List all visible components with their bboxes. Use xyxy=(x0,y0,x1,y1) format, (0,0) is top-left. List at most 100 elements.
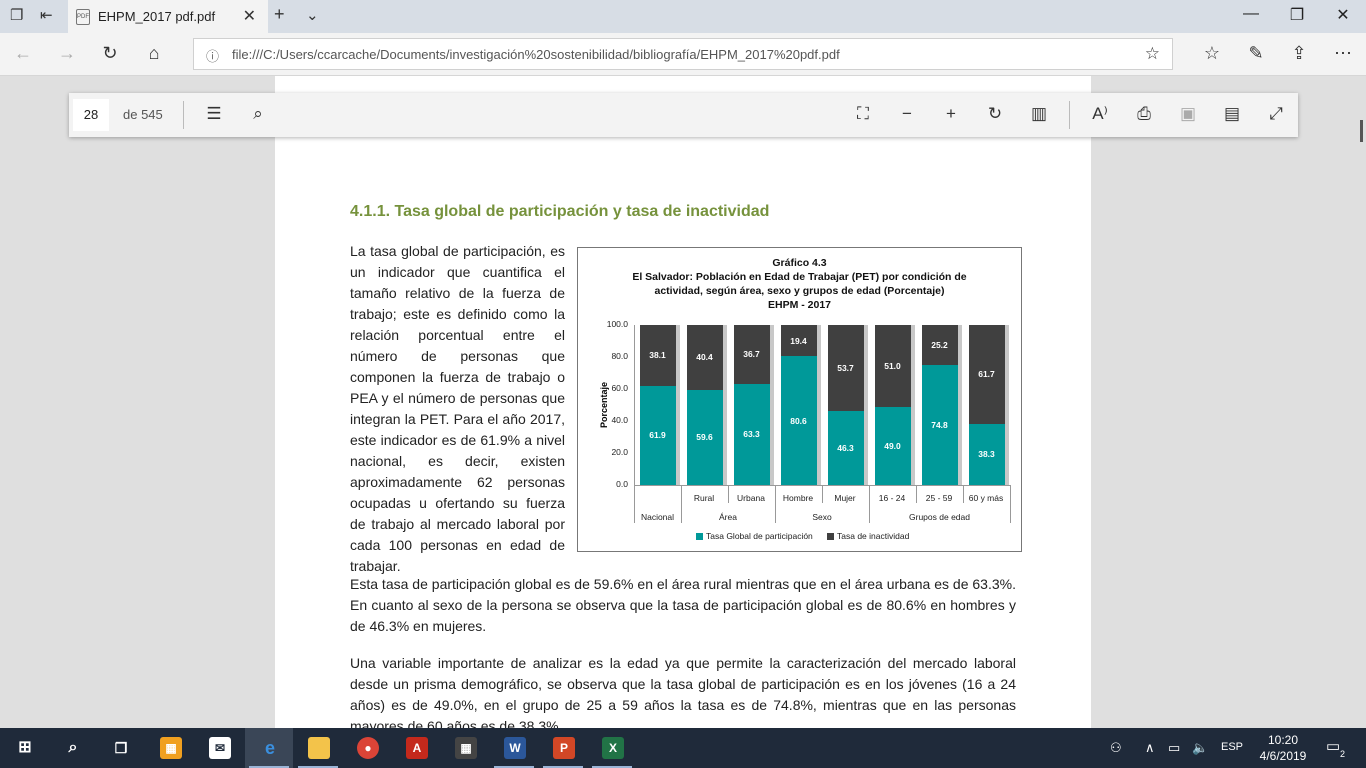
excel-icon: X xyxy=(602,737,624,759)
chart-title-line-4: EHPM - 2017 xyxy=(767,299,832,311)
data-label: 80.6 xyxy=(790,415,807,426)
task-view-button[interactable]: ❐ xyxy=(96,728,144,768)
minimize-button[interactable]: — xyxy=(1243,5,1259,22)
clock[interactable]: 10:20 4/6/2019 xyxy=(1253,732,1313,764)
data-label: 46.3 xyxy=(837,442,854,453)
category-label: Hombre xyxy=(782,493,814,503)
powerpoint-button[interactable]: P xyxy=(539,728,587,768)
notification-count: 2 xyxy=(1340,749,1346,759)
zoom-in-icon[interactable]: + xyxy=(946,104,956,123)
tab-preview-chevron-icon[interactable]: ⌄ xyxy=(306,7,319,24)
calculator-icon: ▦ xyxy=(455,737,477,759)
scrollbar-thumb[interactable] xyxy=(1360,120,1363,142)
info-icon[interactable]: ⓘ xyxy=(206,49,220,64)
back-icon[interactable]: ← xyxy=(14,43,32,63)
chart-title-line-3: actividad, según área, sexo y grupos de … xyxy=(654,285,945,297)
bar-segment xyxy=(921,325,958,366)
data-label: 38.1 xyxy=(649,350,666,361)
file-explorer-button[interactable] xyxy=(294,728,342,768)
edge-button[interactable]: e xyxy=(245,728,293,768)
add-favorite-icon[interactable]: ☆ xyxy=(1144,44,1160,63)
data-label: 63.3 xyxy=(743,429,760,440)
set-aside-tabs-icon[interactable]: ⇤ xyxy=(40,7,53,24)
pdf-file-icon: PDF xyxy=(76,9,90,25)
bar-segment xyxy=(968,423,1005,485)
data-label: 38.3 xyxy=(978,449,995,460)
group-divider xyxy=(869,485,870,523)
search-taskbar-button[interactable]: ⌕ xyxy=(48,728,96,768)
clock-date: 4/6/2019 xyxy=(1259,749,1307,763)
network-icon[interactable]: ▭ xyxy=(1168,740,1181,755)
close-window-button[interactable]: ✕ xyxy=(1336,7,1350,24)
group-divider xyxy=(681,485,682,523)
legend-label-1: Tasa Global de participación xyxy=(706,531,813,541)
group-label: Nacional xyxy=(640,512,675,522)
show-hidden-icons-icon[interactable]: ∧ xyxy=(1145,740,1155,755)
save-as-icon[interactable]: ▤ xyxy=(1223,104,1241,123)
home-icon[interactable]: ⌂ xyxy=(148,43,160,63)
group-label: Área xyxy=(719,512,737,522)
chrome-button[interactable]: ● xyxy=(343,728,391,768)
data-label: 59.6 xyxy=(696,432,713,443)
refresh-icon[interactable]: ↻ xyxy=(102,43,118,63)
legend-label-2: Tasa de inactividad xyxy=(837,531,910,541)
tab-active[interactable]: PDF EHPM_2017 pdf.pdf ✕ xyxy=(68,0,268,33)
y-axis-line xyxy=(634,325,635,523)
page-layout-icon[interactable]: ▥ xyxy=(1030,104,1048,123)
section-heading: 4.1.1. Tasa global de participación y ta… xyxy=(350,203,770,220)
restore-button[interactable]: ❐ xyxy=(1289,7,1305,24)
forward-icon[interactable]: → xyxy=(58,43,76,63)
people-icon[interactable]: ⚇ xyxy=(1110,740,1122,755)
tab-manager-icon[interactable]: ❐ xyxy=(10,7,24,24)
bar-segment xyxy=(780,356,817,485)
word-button[interactable]: W xyxy=(490,728,538,768)
fullscreen-icon[interactable]: ⤢ xyxy=(1269,104,1283,123)
category-label: Rural xyxy=(693,493,715,503)
table-of-contents-icon[interactable]: ☰ xyxy=(206,104,222,123)
bar-segment xyxy=(733,325,770,384)
save-icon[interactable]: ▣ xyxy=(1179,104,1197,123)
rotate-icon[interactable]: ↻ xyxy=(987,104,1003,123)
tab-close-icon[interactable]: ✕ xyxy=(242,8,256,25)
read-aloud-icon[interactable]: A⁾ xyxy=(1092,104,1108,123)
action-center-icon[interactable]: ▭ xyxy=(1326,738,1341,755)
bar-segment xyxy=(827,410,864,485)
search-icon[interactable]: ⌕ xyxy=(253,104,263,123)
chart-title-line-1: Gráfico 4.3 xyxy=(772,257,827,269)
new-tab-icon[interactable]: + xyxy=(274,4,285,24)
address-bar[interactable]: ⓘ file:///C:/Users/ccarcache/Documents/i… xyxy=(193,38,1173,70)
url-text[interactable]: file:///C:/Users/ccarcache/Documents/inv… xyxy=(232,47,840,62)
data-label: 40.4 xyxy=(696,352,713,363)
legend-swatch-teal xyxy=(696,533,703,541)
more-icon[interactable]: ⋯ xyxy=(1334,43,1352,63)
pdf-toolbar: 28 de 545 ☰ ⌕ ⛶ − + ↻ ▥ A⁾ ⎙ ▣ ▤ ⤢ xyxy=(69,93,1298,137)
share-icon[interactable]: ⇪ xyxy=(1291,43,1307,63)
pen-icon[interactable]: ✎ xyxy=(1248,43,1264,63)
y-tick-label: 40.0 xyxy=(611,415,628,425)
start-button[interactable]: ⊞ xyxy=(0,728,48,768)
group-divider xyxy=(775,485,776,523)
calculator-button[interactable]: ▦ xyxy=(441,728,489,768)
mail-button[interactable]: ✉ xyxy=(195,728,243,768)
acrobat-icon: A xyxy=(406,737,428,759)
y-tick-label: 100.0 xyxy=(606,319,628,329)
category-label: Urbana xyxy=(737,493,765,503)
store-icon: ▦ xyxy=(160,737,182,759)
bar-segment xyxy=(733,383,770,485)
bar-segment xyxy=(639,385,676,485)
bar-segment xyxy=(780,325,817,357)
excel-button[interactable]: X xyxy=(588,728,636,768)
zoom-out-icon[interactable]: − xyxy=(902,104,912,123)
volume-icon[interactable]: 🔈 xyxy=(1192,740,1209,755)
toolbar-divider xyxy=(183,101,184,129)
acrobat-button[interactable]: A xyxy=(392,728,440,768)
page-number-input[interactable]: 28 xyxy=(73,99,109,131)
store-button[interactable]: ▦ xyxy=(146,728,194,768)
data-label: 25.2 xyxy=(931,340,948,351)
favorites-icon[interactable]: ☆ xyxy=(1203,43,1221,63)
powerpoint-icon: P xyxy=(553,737,575,759)
print-icon[interactable]: ⎙ xyxy=(1137,104,1151,123)
fit-page-icon[interactable]: ⛶ xyxy=(857,104,869,123)
language-indicator[interactable]: ESP xyxy=(1221,741,1244,753)
data-label: 61.9 xyxy=(649,430,666,441)
